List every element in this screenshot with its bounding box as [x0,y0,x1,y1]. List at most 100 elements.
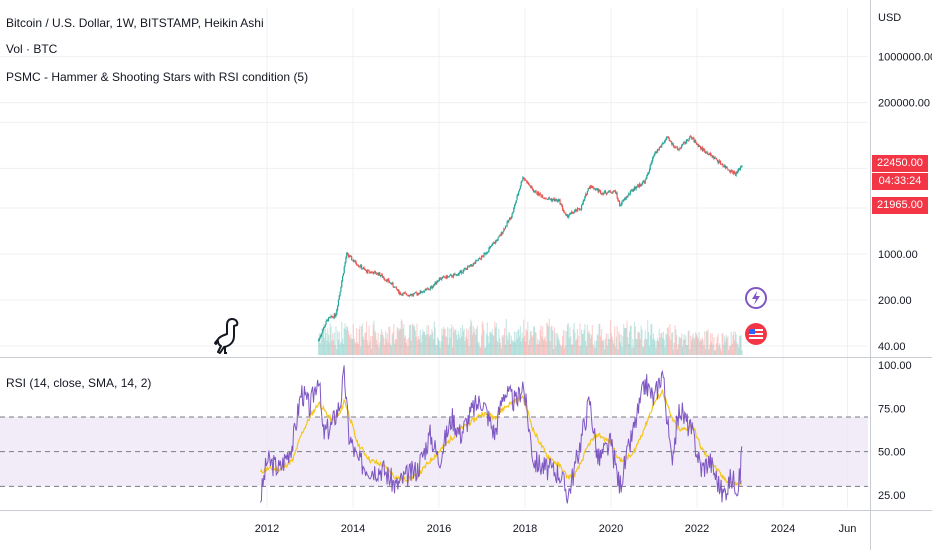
lightning-icon[interactable] [745,287,767,309]
volume-bar [686,345,689,355]
volume-bar [327,334,330,355]
price-candle [382,277,384,279]
volume-bar [709,344,711,355]
price-candle [503,228,505,232]
price-candle [462,269,464,273]
price-candle [539,193,541,195]
price-candle [363,267,365,269]
price-candle [437,280,439,282]
price-candle [541,195,543,197]
price-candle [389,282,392,284]
volume-bar [585,341,587,355]
rsi-legend[interactable]: RSI (14, close, SMA, 14, 2) [6,376,152,390]
price-candle [656,151,658,153]
volume-bar [715,343,717,355]
price-candle [590,186,592,188]
volume-bar [650,323,652,355]
volume-bar [638,333,640,355]
price-candle [512,212,514,214]
price-candle [480,258,482,260]
volume-legend[interactable]: Vol · BTC [6,42,58,56]
volume-bar [539,329,541,355]
volume-bar [474,328,476,355]
volume-bar [485,333,488,355]
price-candle [489,247,491,249]
volume-bar [413,325,416,355]
price-candle [358,266,360,267]
price-candle [695,140,697,143]
volume-bar [509,333,511,355]
price-candle [547,197,550,200]
price-candle [719,160,722,164]
volume-bar [731,343,733,355]
volume-bar [598,324,600,355]
price-candle [627,194,629,198]
volume-bar [528,344,530,355]
volume-bar [537,343,540,355]
price-candle [348,256,350,257]
volume-bar [456,334,458,355]
price-candle [696,143,698,145]
volume-bar [701,337,703,355]
us-flag-icon[interactable] [745,323,767,345]
volume-bar [532,336,534,355]
price-candle [735,171,737,176]
price-candle [370,271,372,273]
volume-bar [531,335,533,355]
volume-bar [494,321,496,355]
volume-bar [677,344,679,355]
volume-bar [458,334,460,355]
volume-bar [573,322,575,355]
volume-bar [633,347,635,355]
price-candle [413,292,416,294]
volume-bar [504,327,506,355]
volume-bar [382,335,384,355]
price-candle [516,195,518,201]
price-candle [558,199,560,201]
volume-bar [325,332,327,355]
volume-bar [720,350,722,355]
price-candle [610,192,612,194]
price-candle [657,149,660,151]
volume-bar [364,332,366,355]
price-candle [323,327,325,329]
volume-bar [399,329,402,355]
price-candle [433,284,435,286]
price-candle [505,225,507,227]
chart-title[interactable]: Bitcoin / U.S. Dollar, 1W, BITSTAMP, Hei… [6,16,264,30]
price-candle [419,290,421,294]
volume-bar [361,326,363,355]
low-price-tag: 21965.00 [872,197,928,214]
volume-bar [692,333,694,355]
volume-bar [719,347,722,355]
price-candle [447,276,449,279]
price-candle [676,147,679,150]
volume-bar [442,326,445,355]
volume-bar [351,339,354,355]
volume-bar [424,334,426,355]
price-candle [495,240,497,242]
price-candle [571,211,574,214]
price-candle [444,277,446,279]
price-candle [682,142,684,145]
volume-bar [362,336,364,355]
price-candle [384,278,386,280]
volume-bar [384,331,387,355]
price-candle [724,165,726,167]
price-candle [532,188,534,191]
volume-bar [716,336,718,355]
volume-bar [502,336,504,355]
volume-bar [540,325,542,355]
indicator-legend[interactable]: PSMC - Hammer & Shooting Stars with RSI … [6,70,309,84]
volume-bar [734,331,736,355]
volume-bar [389,343,392,355]
price-candle [509,217,511,220]
volume-bar [665,333,667,355]
price-candle [705,151,708,153]
volume-bar [370,335,372,355]
volume-bar [336,349,338,355]
price-candle [565,213,567,216]
x-tick-label: 2018 [513,523,537,535]
price-candle [455,274,457,276]
